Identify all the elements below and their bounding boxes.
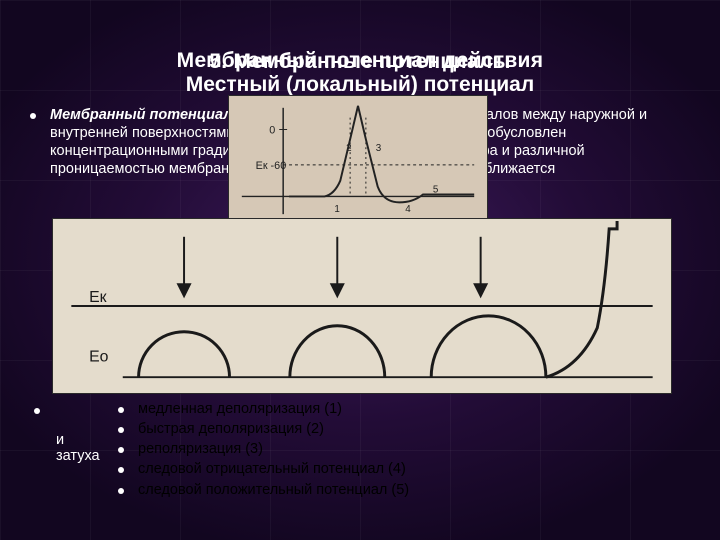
title-2: 5. Мембранные потенциалы: [30, 51, 690, 73]
fig1-zero: 0: [269, 124, 275, 136]
lower-block: медленная деполяризация (1) быстрая депо…: [30, 404, 690, 501]
phase-5: следовой положительный потенциал (5): [138, 481, 409, 499]
phase-3: реполяризация (3): [138, 440, 263, 458]
figure-action-potential: 0 Ек -60 1 2 3 4 5: [228, 95, 488, 225]
bullet-icon: [118, 427, 124, 433]
fig2-eo: Ео: [89, 348, 109, 365]
svg-text:4: 4: [405, 204, 411, 215]
list-item: медленная деполяризация (1): [118, 400, 690, 418]
phase-list: медленная деполяризация (1) быстрая депо…: [118, 400, 690, 499]
phase-1: медленная деполяризация (1): [138, 400, 342, 418]
figure-local-potentials: Ек Ео: [52, 218, 672, 394]
bullet-icon: [118, 407, 124, 413]
svg-text:1: 1: [334, 204, 339, 215]
list-item: реполяризация (3): [118, 440, 690, 458]
list-item: быстрая деполяризация (2): [118, 420, 690, 438]
svg-text:2: 2: [346, 143, 351, 154]
bullet-icon: [118, 447, 124, 453]
phase-4: следовой отрицательный потенциал (4): [138, 460, 406, 478]
fig2-ek: Ек: [89, 289, 107, 306]
list-item: следовой положительный потенциал (5): [118, 481, 690, 499]
phase-2: быстрая деполяризация (2): [138, 420, 324, 438]
title-3: Местный (локальный) потенциал: [30, 73, 690, 97]
fig1-ek: Ек -60: [256, 160, 287, 172]
bullet-icon: [118, 467, 124, 473]
bullet-icon: [118, 488, 124, 494]
svg-text:3: 3: [376, 143, 382, 154]
list-item: следовой отрицательный потенциал (4): [118, 460, 690, 478]
svg-text:5: 5: [433, 184, 439, 195]
bullet-icon: [30, 113, 36, 119]
